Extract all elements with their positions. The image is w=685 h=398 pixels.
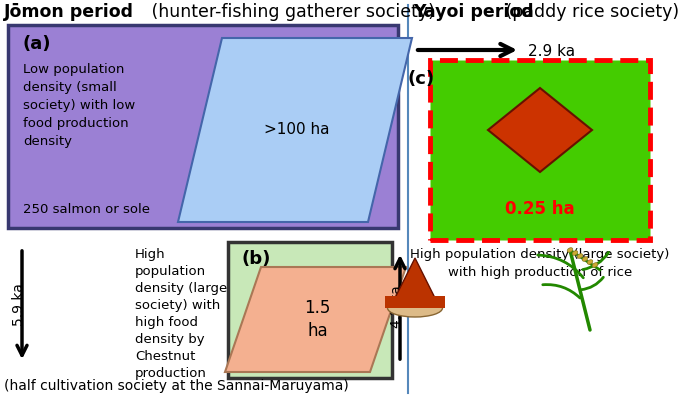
- FancyBboxPatch shape: [228, 242, 392, 378]
- Polygon shape: [488, 88, 592, 172]
- FancyBboxPatch shape: [385, 296, 445, 308]
- Ellipse shape: [587, 260, 593, 264]
- Ellipse shape: [572, 251, 577, 255]
- Polygon shape: [390, 258, 440, 308]
- Text: (c): (c): [408, 70, 435, 88]
- Text: >100 ha: >100 ha: [264, 123, 329, 137]
- Ellipse shape: [567, 248, 573, 252]
- Text: High population density (large society)
with high production of rice: High population density (large society) …: [410, 248, 670, 279]
- Text: Jōmon period: Jōmon period: [4, 3, 134, 21]
- Text: 0.25 ha: 0.25 ha: [505, 200, 575, 218]
- Text: High
population
density (large
society) with
high food
density by
Chestnut
produ: High population density (large society) …: [135, 248, 227, 380]
- FancyBboxPatch shape: [430, 60, 650, 240]
- Ellipse shape: [582, 257, 588, 261]
- Text: (hunter-fishing gatherer society): (hunter-fishing gatherer society): [146, 3, 435, 21]
- FancyBboxPatch shape: [8, 25, 398, 228]
- Text: 4.2 ka: 4.2 ka: [390, 286, 404, 328]
- Text: 2.9 ka: 2.9 ka: [528, 44, 575, 59]
- Ellipse shape: [388, 299, 443, 317]
- Text: 250 salmon or sole: 250 salmon or sole: [23, 203, 150, 216]
- Ellipse shape: [577, 254, 583, 258]
- Polygon shape: [225, 267, 406, 372]
- Text: (b): (b): [242, 250, 271, 268]
- Text: 1.5
ha: 1.5 ha: [304, 299, 331, 340]
- Polygon shape: [178, 38, 412, 222]
- Text: 5.9 ka: 5.9 ka: [12, 283, 26, 326]
- Text: Yayoi period: Yayoi period: [413, 3, 534, 21]
- Text: Low population
density (small
society) with low
food production
density: Low population density (small society) w…: [23, 63, 135, 148]
- Ellipse shape: [593, 263, 598, 267]
- Text: (half cultivation society at the Sannai-Maruyama): (half cultivation society at the Sannai-…: [4, 379, 349, 393]
- Text: (paddy rice society): (paddy rice society): [500, 3, 679, 21]
- Text: (a): (a): [23, 35, 51, 53]
